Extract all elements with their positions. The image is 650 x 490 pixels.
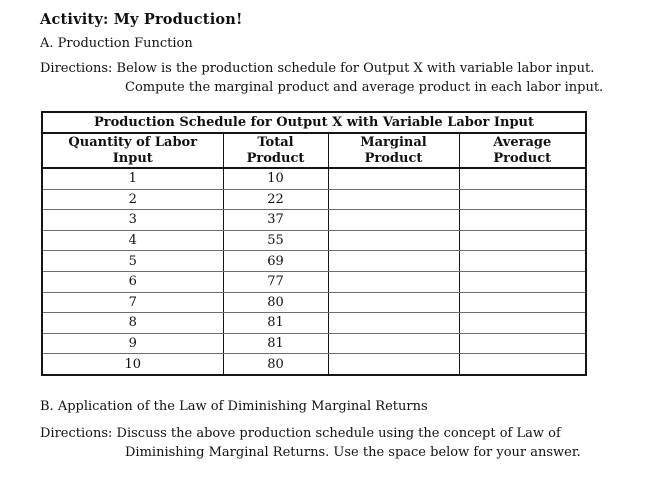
production-schedule-table: Production Schedule for Output X with Va… [41,111,587,376]
cell-marginal [327,291,460,314]
col-header-labor-line1: Quantity of Labor [68,135,198,150]
cell-average [458,291,587,314]
table-row: 5 69 [41,250,587,272]
table-title-row: Production Schedule for Output X with Va… [42,112,586,134]
cell-marginal [327,312,460,334]
cell-marginal [327,250,460,272]
cell-labor: 2 [41,188,224,211]
cell-average [458,229,587,252]
cell-average [458,167,587,190]
cell-labor: 8 [41,312,224,334]
cell-labor: 1 [41,167,224,190]
cell-labor: 3 [41,209,224,231]
cell-total: 77 [222,270,329,293]
cell-total: 81 [222,332,329,355]
cell-marginal [327,188,460,211]
activity-title: Activity: My Production! [40,11,243,28]
table-header-row: Quantity of Labor Input Total Product Margin… [41,133,587,169]
cell-total: 80 [222,291,329,314]
table-row: 2 22 [41,188,587,211]
section-b-heading: B. Application of the Law of Diminishing… [40,399,428,414]
directions-a-line1: Directions: Below is the production sche… [40,61,595,76]
cell-average [458,250,587,272]
section-a-heading: A. Production Function [40,36,193,51]
cell-average [458,312,587,334]
col-header-marginal: Marginal Product [327,133,460,169]
cell-labor: 7 [41,291,224,314]
cell-average [458,209,587,231]
table-row: 1 10 [41,167,587,190]
directions-a: Directions: Below is the production sche… [40,60,603,97]
col-header-labor-line2: Input [112,150,153,166]
cell-total: 81 [222,312,329,334]
directions-a-line2: Compute the marginal product and average… [125,79,604,95]
cell-labor: 5 [41,250,224,272]
cell-marginal [327,167,460,190]
col-header-marginal-line1: Marginal [360,135,427,150]
col-header-total-line2: Product [246,150,305,166]
cell-average [458,188,587,211]
col-header-average-line2: Product [493,150,552,166]
cell-total: 22 [222,188,329,211]
cell-average [458,353,587,376]
cell-labor: 9 [41,332,224,355]
table-row: 3 37 [41,209,587,231]
cell-marginal [327,229,460,252]
table-row: 9 81 [41,332,587,355]
col-header-total: Total Product [222,133,329,169]
col-header-average: Average Product [458,133,587,169]
table-row: 8 81 [41,312,587,334]
col-header-total-line1: Total [257,135,294,150]
cell-total: 37 [222,209,329,231]
cell-total: 69 [222,250,329,272]
cell-labor: 10 [41,353,224,376]
col-header-marginal-line2: Product [364,150,423,166]
cell-average [458,332,587,355]
table-row: 4 55 [41,229,587,252]
table-row: 10 80 [41,353,587,376]
cell-marginal [327,353,460,376]
cell-total: 80 [222,353,329,376]
table-title: Production Schedule for Output X with Va… [42,112,586,134]
table-row: 6 77 [41,270,587,293]
cell-total: 55 [222,229,329,252]
cell-marginal [327,332,460,355]
cell-marginal [327,209,460,231]
col-header-average-line1: Average [493,135,552,150]
directions-b: Directions: Discuss the above production… [40,425,581,462]
directions-b-line2: Diminishing Marginal Returns. Use the sp… [125,444,581,460]
cell-total: 10 [222,167,329,190]
cell-average [458,270,587,293]
cell-labor: 4 [41,229,224,252]
cell-labor: 6 [41,270,224,293]
directions-b-line1: Directions: Discuss the above production… [40,426,561,441]
cell-marginal [327,270,460,293]
table-row: 7 80 [41,291,587,314]
col-header-labor: Quantity of Labor Input [41,133,224,169]
